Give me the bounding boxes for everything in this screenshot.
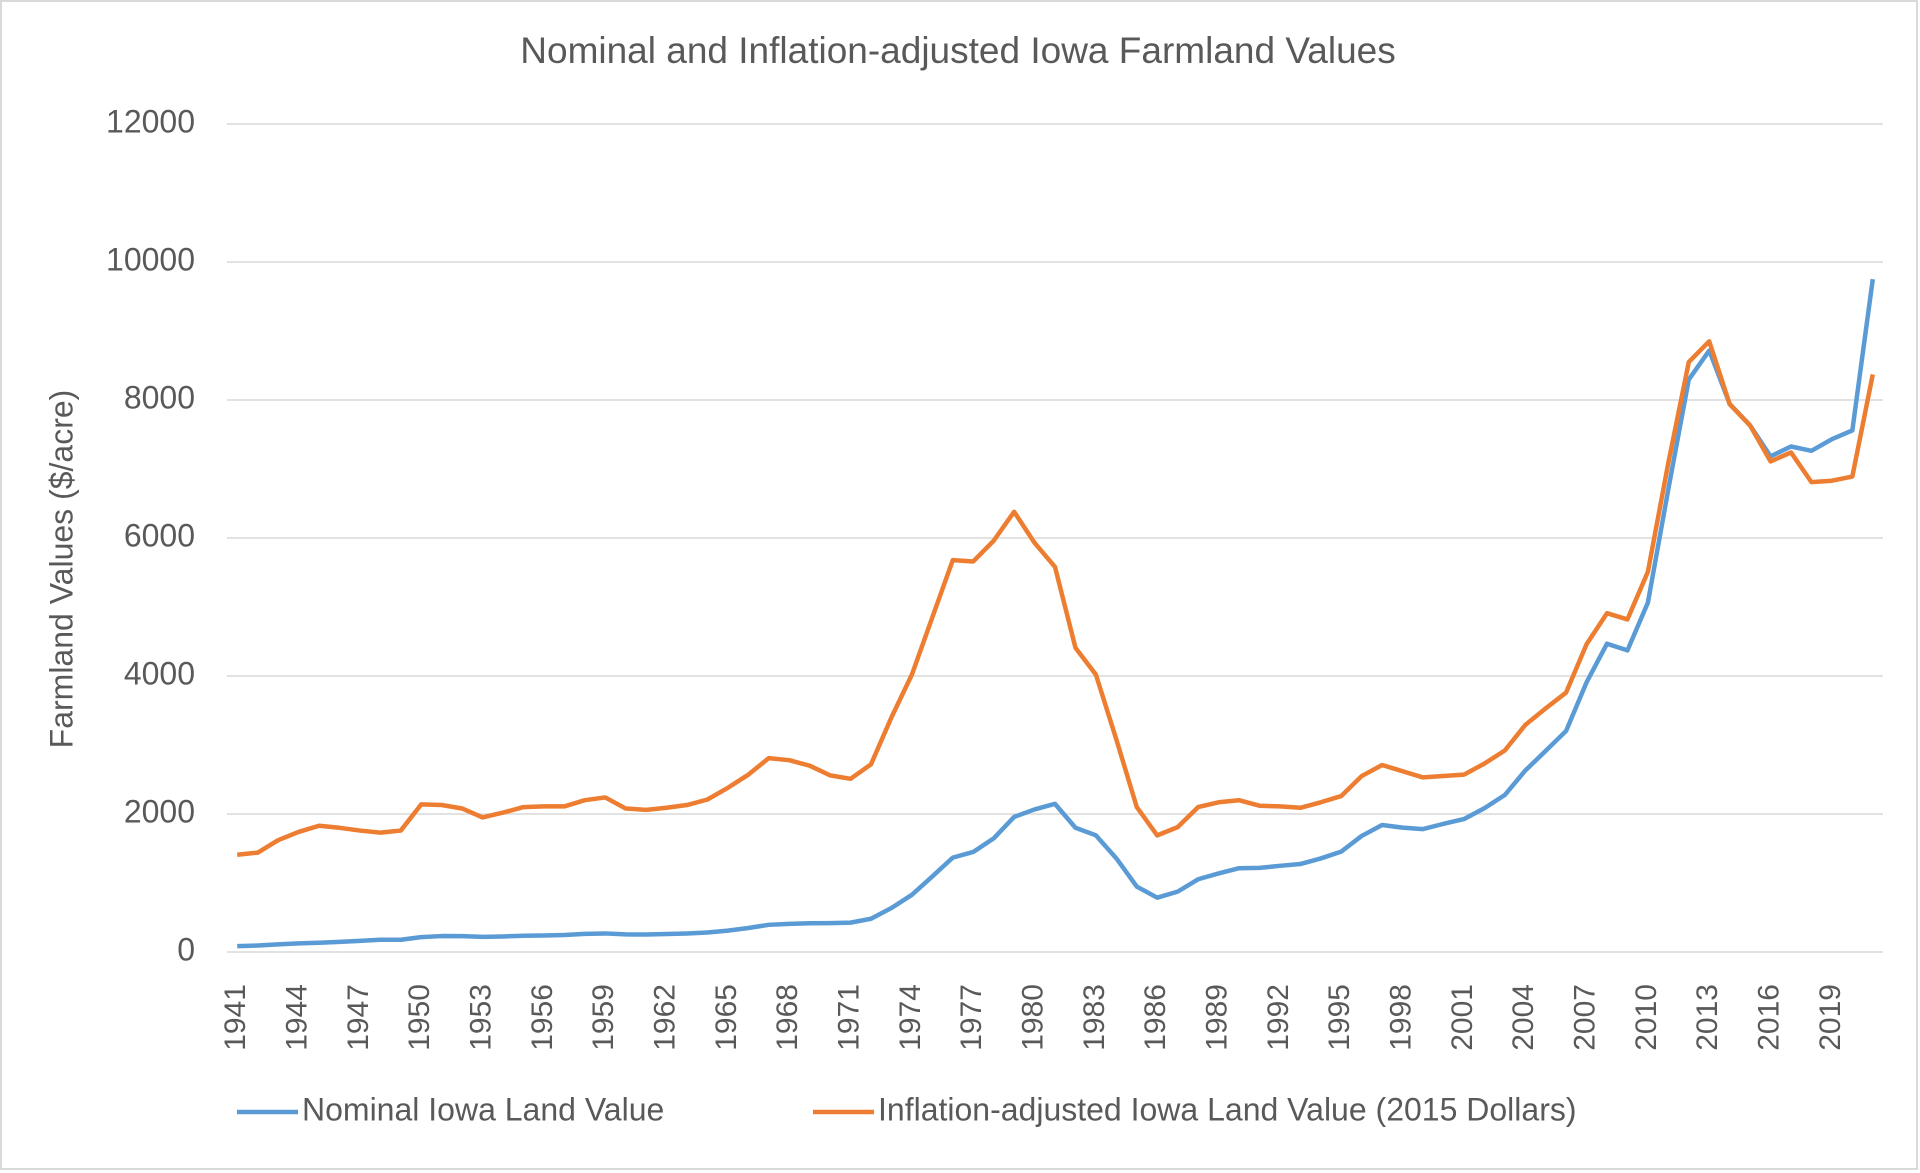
x-tick-label: 1983 bbox=[1078, 984, 1111, 1051]
x-tick-label: 1944 bbox=[280, 984, 313, 1051]
x-tick-label: 2004 bbox=[1507, 984, 1540, 1051]
x-tick-label: 2019 bbox=[1814, 984, 1847, 1051]
x-tick-label: 1959 bbox=[587, 984, 620, 1051]
x-tick-label: 1962 bbox=[648, 984, 681, 1051]
y-tick-label: 6000 bbox=[124, 517, 195, 553]
x-tick-label: 1956 bbox=[526, 984, 559, 1051]
x-tick-label: 1992 bbox=[1262, 984, 1295, 1051]
y-tick-label: 12000 bbox=[106, 103, 195, 139]
y-tick-label: 4000 bbox=[124, 655, 195, 691]
x-tick-label: 2010 bbox=[1630, 984, 1663, 1051]
x-tick-label: 2016 bbox=[1752, 984, 1785, 1051]
x-tick-label: 1977 bbox=[955, 984, 988, 1051]
x-tick-label: 1995 bbox=[1323, 984, 1356, 1051]
x-tick-label: 1989 bbox=[1200, 984, 1233, 1051]
x-tick-label: 1965 bbox=[710, 984, 743, 1051]
x-tick-label: 1998 bbox=[1384, 984, 1417, 1051]
x-tick-label: 1986 bbox=[1139, 984, 1172, 1051]
x-tick-label: 1974 bbox=[894, 984, 927, 1051]
x-tick-label: 1941 bbox=[219, 984, 252, 1051]
legend-label: Nominal Iowa Land Value bbox=[302, 1091, 664, 1127]
x-tick-label: 1968 bbox=[771, 984, 804, 1051]
x-tick-label: 2007 bbox=[1568, 984, 1601, 1051]
line-series bbox=[236, 339, 1875, 857]
x-tick-label: 2001 bbox=[1446, 984, 1479, 1051]
x-tick-label: 1947 bbox=[342, 984, 375, 1051]
y-tick-label: 8000 bbox=[124, 379, 195, 415]
x-tick-label: 1950 bbox=[403, 984, 436, 1051]
chart-title: Nominal and Inflation-adjusted Iowa Farm… bbox=[520, 30, 1395, 71]
y-tick-label: 2000 bbox=[124, 793, 195, 829]
x-tick-label: 1971 bbox=[832, 984, 865, 1051]
x-tick-label: 2013 bbox=[1691, 984, 1724, 1051]
x-tick-label: 1980 bbox=[1016, 984, 1049, 1051]
legend-label: Inflation-adjusted Iowa Land Value (2015… bbox=[878, 1091, 1577, 1127]
y-tick-label: 10000 bbox=[106, 241, 195, 277]
x-tick-label: 1953 bbox=[464, 984, 497, 1051]
y-axis-label: Farmland Values ($/acre) bbox=[43, 390, 79, 749]
y-tick-label: 0 bbox=[177, 931, 195, 967]
line-series bbox=[237, 278, 1876, 949]
